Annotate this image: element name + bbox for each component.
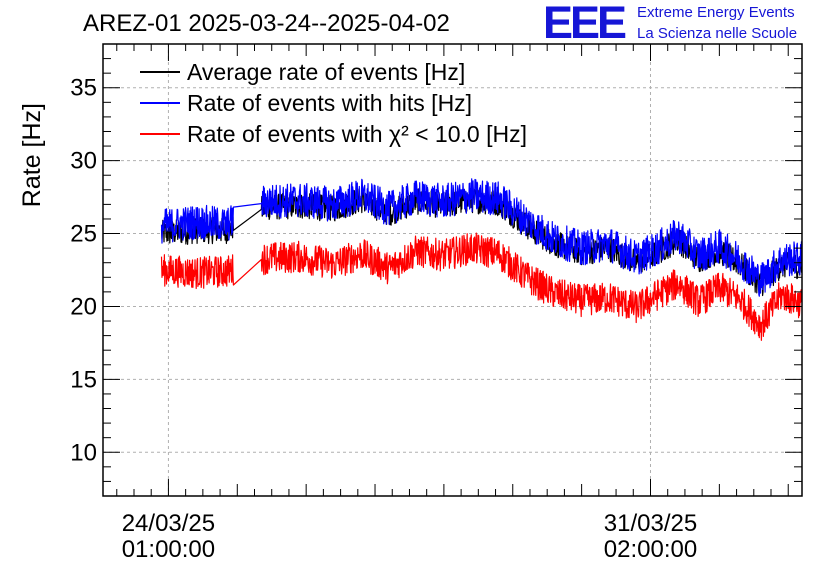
series-line bbox=[160, 178, 803, 297]
y-tick-label: 35 bbox=[70, 75, 97, 102]
series-chi2 bbox=[160, 232, 803, 341]
logo-subtitle-line2: La Scienza nelle Scuole bbox=[637, 25, 798, 42]
eee-logo: EEE bbox=[543, 0, 627, 48]
legend-item: Average rate of events [Hz] bbox=[140, 59, 465, 85]
x-tick-label-time: 02:00:00 bbox=[604, 536, 697, 563]
plot-frame bbox=[102, 43, 803, 497]
legend-label: Rate of events with χ² < 10.0 [Hz] bbox=[187, 121, 527, 147]
series-layer bbox=[160, 178, 803, 341]
x-tick-label-date: 24/03/25 bbox=[122, 510, 215, 537]
y-tick-label: 30 bbox=[70, 148, 97, 175]
legend-item: Rate of events with χ² < 10.0 [Hz] bbox=[140, 121, 527, 147]
y-tick-label: 25 bbox=[70, 221, 97, 248]
legend-label: Average rate of events [Hz] bbox=[187, 59, 465, 85]
x-tick-label-date: 31/03/25 bbox=[604, 510, 697, 537]
x-tick-label-time: 01:00:00 bbox=[122, 536, 215, 563]
y-tick-label: 20 bbox=[70, 293, 97, 320]
legend: Average rate of events [Hz] Rate of event… bbox=[140, 59, 527, 147]
y-tick-label: 10 bbox=[70, 439, 97, 466]
legend-label: Rate of events with hits [Hz] bbox=[187, 90, 472, 116]
legend-item: Rate of events with hits [Hz] bbox=[140, 90, 472, 116]
plot-border bbox=[102, 43, 803, 497]
series-line bbox=[160, 232, 803, 341]
chart-title: AREZ-01 2025-03-24--2025-04-02 bbox=[83, 10, 450, 37]
y-tick-label: 15 bbox=[70, 366, 97, 393]
series-hits bbox=[160, 178, 803, 297]
logo-subtitle-line1: Extreme Energy Events bbox=[637, 4, 795, 21]
